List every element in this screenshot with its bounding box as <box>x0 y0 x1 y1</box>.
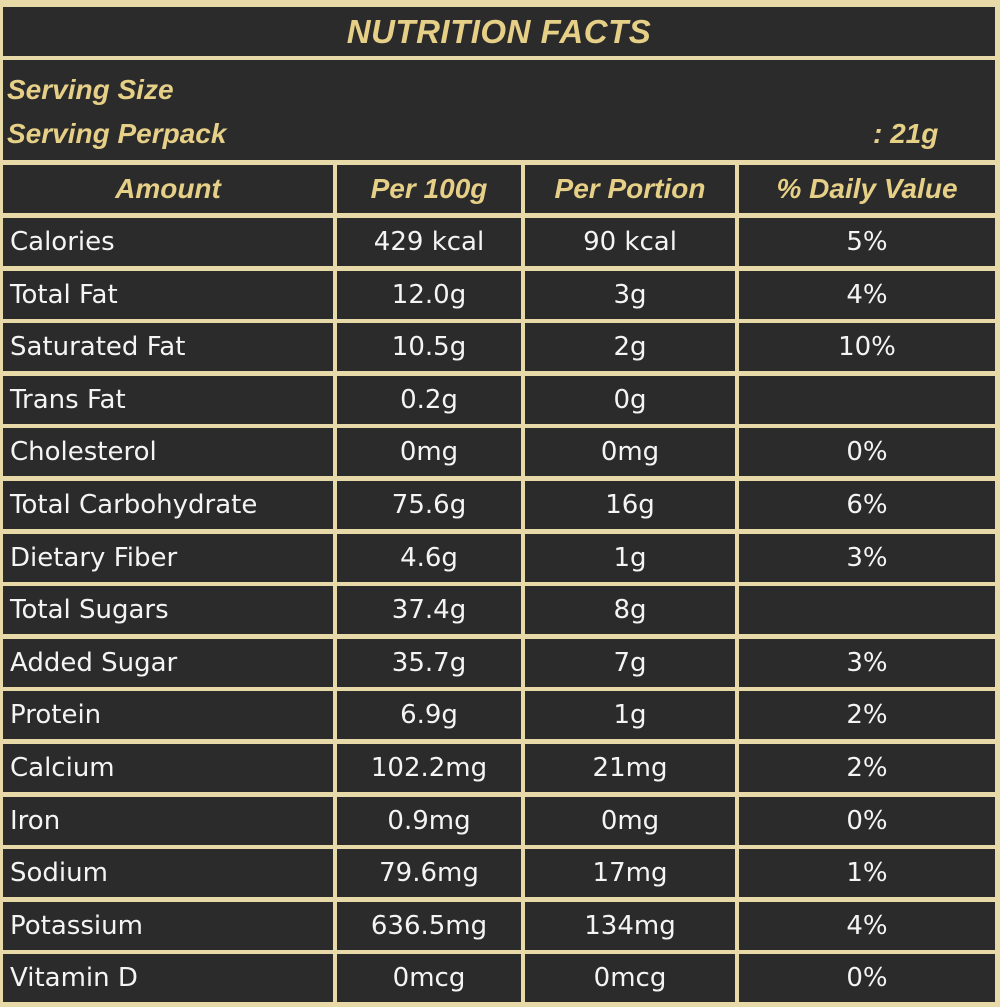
serving-perpack-value: : 21g <box>873 118 939 149</box>
daily-value-value: 0% <box>739 797 995 845</box>
nutrient-name: Calories <box>3 218 333 266</box>
per-100g-value: 636.5mg <box>337 902 521 950</box>
serving-info: Serving Size Serving Perpack : 21g <box>3 60 995 160</box>
per-portion-value: 21mg <box>525 744 735 792</box>
per-portion-value: 90 kcal <box>525 218 735 266</box>
nutrient-name: Trans Fat <box>3 376 333 424</box>
per-portion-value: 0g <box>525 376 735 424</box>
per-portion-value: 3g <box>525 271 735 319</box>
per-100g-value: 10.5g <box>337 323 521 371</box>
daily-value-value: 2% <box>739 691 995 739</box>
per-100g-value: 102.2mg <box>337 744 521 792</box>
per-100g-value: 0.2g <box>337 376 521 424</box>
daily-value-value: 1% <box>739 849 995 897</box>
table-title: NUTRITION FACTS <box>3 7 995 56</box>
serving-perpack-label: Serving Perpack <box>7 118 227 149</box>
daily-value-value: 5% <box>739 218 995 266</box>
nutrient-name: Total Carbohydrate <box>3 481 333 529</box>
nutrient-name: Cholesterol <box>3 428 333 476</box>
column-header-daily-value: % Daily Value <box>739 165 995 213</box>
daily-value-value: 3% <box>739 534 995 582</box>
per-portion-value: 134mg <box>525 902 735 950</box>
per-portion-value: 0mg <box>525 428 735 476</box>
per-100g-value: 429 kcal <box>337 218 521 266</box>
nutrient-name: Added Sugar <box>3 639 333 687</box>
daily-value-value: 4% <box>739 902 995 950</box>
daily-value-value: 2% <box>739 744 995 792</box>
nutrient-name: Saturated Fat <box>3 323 333 371</box>
per-portion-value: 16g <box>525 481 735 529</box>
per-portion-value: 8g <box>525 586 735 634</box>
per-portion-value: 0mcg <box>525 954 735 1002</box>
nutrient-name: Vitamin D <box>3 954 333 1002</box>
column-header-per-portion: Per Portion <box>525 165 735 213</box>
nutrient-name: Total Sugars <box>3 586 333 634</box>
daily-value-value: 3% <box>739 639 995 687</box>
daily-value-value: 0% <box>739 954 995 1002</box>
per-portion-value: 1g <box>525 534 735 582</box>
per-100g-value: 12.0g <box>337 271 521 319</box>
nutrient-name: Dietary Fiber <box>3 534 333 582</box>
column-header-amount: Amount <box>3 165 333 213</box>
per-100g-value: 35.7g <box>337 639 521 687</box>
nutrient-name: Protein <box>3 691 333 739</box>
per-100g-value: 4.6g <box>337 534 521 582</box>
column-header-per-100g: Per 100g <box>337 165 521 213</box>
per-100g-value: 0mg <box>337 428 521 476</box>
per-100g-value: 37.4g <box>337 586 521 634</box>
per-portion-value: 17mg <box>525 849 735 897</box>
nutrient-name: Total Fat <box>3 271 333 319</box>
daily-value-value <box>739 376 995 424</box>
per-portion-value: 1g <box>525 691 735 739</box>
nutrient-name: Calcium <box>3 744 333 792</box>
daily-value-value: 10% <box>739 323 995 371</box>
per-100g-value: 75.6g <box>337 481 521 529</box>
per-portion-value: 7g <box>525 639 735 687</box>
nutrient-name: Iron <box>3 797 333 845</box>
serving-size-label: Serving Size <box>7 74 174 105</box>
per-portion-value: 2g <box>525 323 735 371</box>
nutrient-name: Potassium <box>3 902 333 950</box>
daily-value-value: 4% <box>739 271 995 319</box>
per-100g-value: 6.9g <box>337 691 521 739</box>
daily-value-value: 6% <box>739 481 995 529</box>
per-portion-value: 0mg <box>525 797 735 845</box>
per-100g-value: 0.9mg <box>337 797 521 845</box>
per-100g-value: 79.6mg <box>337 849 521 897</box>
nutrient-name: Sodium <box>3 849 333 897</box>
per-100g-value: 0mcg <box>337 954 521 1002</box>
daily-value-value: 0% <box>739 428 995 476</box>
daily-value-value <box>739 586 995 634</box>
